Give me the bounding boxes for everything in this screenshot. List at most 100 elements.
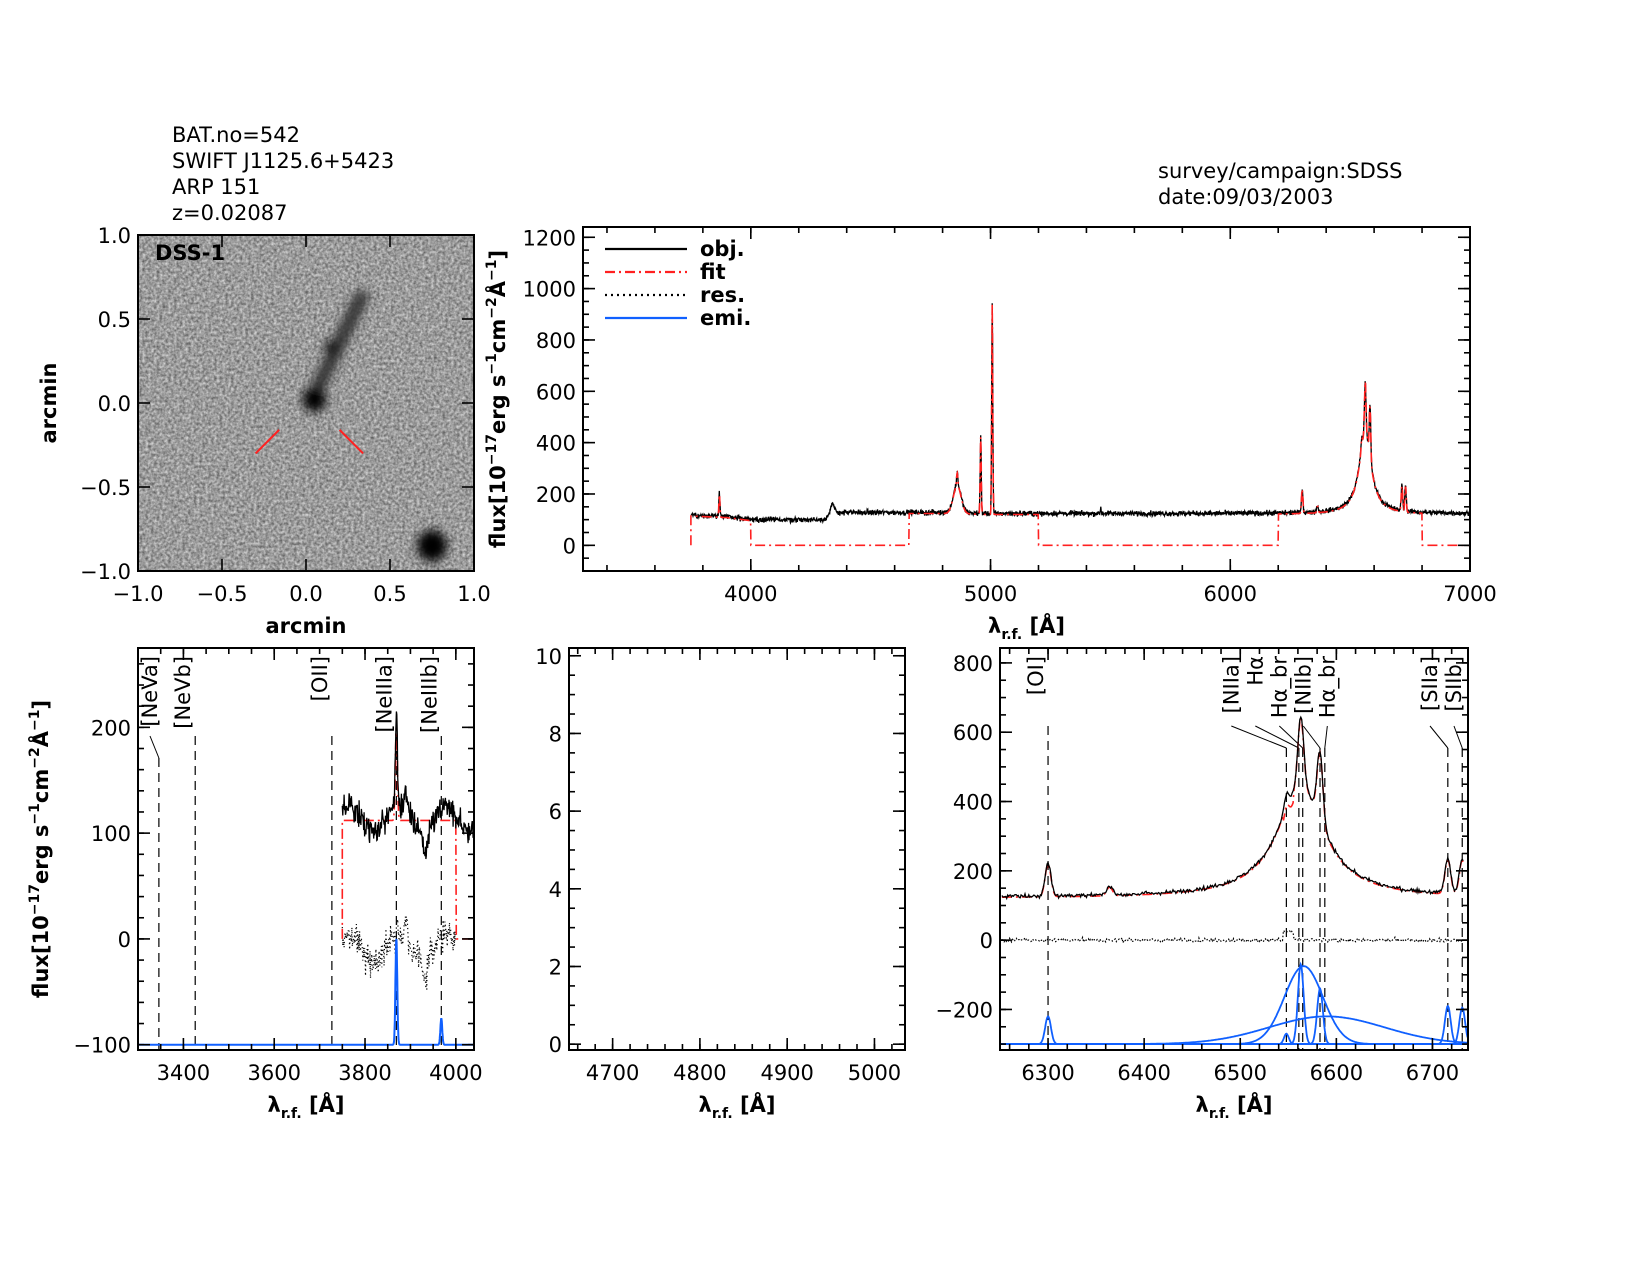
x-tick-label: 6300 — [1021, 1061, 1074, 1085]
x-axis-label-unit: [Å] — [1022, 613, 1065, 638]
x-axis-label-unit: [Å] — [1230, 1092, 1273, 1117]
hbeta-oiii-panel: 4700 4800 4900 5000 0 2 4 6 8 10 λr.f. [Å] — [535, 645, 906, 1122]
galaxy-group — [302, 290, 448, 562]
x-tick-label: 4800 — [673, 1061, 726, 1085]
emi-component-line — [1000, 1006, 1469, 1045]
y-tick-label: 600 — [953, 721, 993, 745]
x-tick-label: 0.5 — [373, 582, 406, 606]
emi-component-line — [1000, 1015, 1468, 1045]
y-axis-label: flux[10−17erg s−1cm−2Å−1] — [484, 250, 510, 548]
y-axis-label-exponent: −1 — [484, 259, 500, 280]
y-axis-label-part: erg s — [29, 825, 53, 884]
x-tick-label: 4000 — [429, 1061, 482, 1085]
y-tick-label: 6 — [549, 800, 562, 824]
y-tick-label: 0 — [980, 929, 993, 953]
y-tick-label: 200 — [91, 716, 131, 740]
fit-line — [1001, 717, 1464, 898]
emi-line — [138, 938, 474, 1046]
line-marker-leader — [1429, 725, 1449, 749]
x-tick-label: 4900 — [760, 1061, 813, 1085]
y-tick-label: −0.5 — [80, 476, 131, 500]
y-tick-label: 600 — [536, 380, 576, 404]
line-marker-leader — [1231, 725, 1287, 749]
line-marker-leader — [1255, 725, 1300, 749]
y-axis-label: arcmin — [37, 362, 61, 443]
line-marker-leader — [1324, 725, 1328, 749]
line-marker-label: [SIIb] — [1442, 656, 1466, 711]
x-tick-label: 6000 — [1204, 582, 1257, 606]
y-tick-label: 200 — [536, 483, 576, 507]
line-marker-label: [OII] — [308, 656, 332, 701]
x-axis-label: λr.f. [Å] — [1196, 1092, 1273, 1122]
y-tick-label: −1.0 — [80, 560, 131, 584]
x-axis-label-symbol: λ — [699, 1093, 712, 1117]
x-axis-label-subscript: r.f. — [1209, 1106, 1230, 1122]
x-tick-label: 6400 — [1117, 1061, 1170, 1085]
dss-image-panel: DSS-1 −1.0 −0.5 0.0 0.5 1.0 −1.0 −0.5 0.0 0.5 1.0 a… — [37, 224, 491, 638]
line-marker-leader — [1302, 725, 1321, 749]
x-tick-label: 7000 — [1443, 582, 1496, 606]
y-axis-label-part: Å — [485, 280, 510, 297]
y-tick-label: 200 — [953, 860, 993, 884]
source-blob — [324, 340, 338, 355]
target-marker — [254, 429, 280, 455]
y-tick-label: −100 — [73, 1034, 131, 1058]
y-axis-label-exponent: −1 — [27, 709, 43, 730]
plot-frame — [999, 647, 1469, 1051]
dss-image — [138, 235, 474, 571]
y-tick-label: 8 — [549, 722, 562, 746]
x-tick-label: 5000 — [848, 1061, 901, 1085]
redshift: z=0.02087 — [172, 201, 288, 225]
survey-label: survey/campaign:SDSS — [1158, 159, 1403, 183]
source-blob — [416, 529, 448, 562]
target-marker — [338, 429, 364, 455]
fit-spectrum-line — [690, 303, 1470, 547]
obj-line — [1001, 715, 1464, 901]
y-axis-label-part: ] — [29, 700, 53, 710]
y-axis-label-part: cm — [29, 769, 53, 803]
line-marker-label: [NeIIIa] — [372, 656, 396, 732]
y-axis-label-part: flux[10 — [29, 915, 53, 998]
y-axis-label-exponent: −17 — [484, 434, 500, 465]
y-tick-label: 400 — [536, 432, 576, 456]
y-tick-label: 800 — [953, 652, 993, 676]
y-axis-label: flux[10−17erg s−1cm−2Å−1] — [27, 700, 53, 998]
line-marker-label: [NeVa] — [138, 656, 162, 727]
obj-spectrum-line — [690, 303, 1471, 526]
x-axis-label: λr.f. [Å] — [988, 613, 1065, 643]
object-info: BAT.no=542 SWIFT J1125.6+5423 ARP 151 z=… — [172, 122, 394, 226]
x-axis-label-subscript: r.f. — [1001, 627, 1022, 643]
y-axis-label-part: ] — [486, 250, 510, 260]
legend-label: fit — [700, 260, 726, 284]
residual-line — [341, 916, 457, 992]
line-marker-label: [NeIIIb] — [417, 656, 441, 733]
x-tick-label: −0.5 — [197, 582, 248, 606]
x-tick-label: 4700 — [586, 1061, 639, 1085]
x-tick-label: 3800 — [338, 1061, 391, 1085]
obj-line — [341, 711, 475, 860]
x-axis-label-symbol: λ — [268, 1093, 281, 1117]
x-axis-label-symbol: λ — [988, 614, 1001, 638]
emi-component-line — [1000, 1032, 1468, 1045]
y-axis-label-part: cm — [486, 319, 510, 353]
line-marker-label: Hα — [1243, 656, 1267, 686]
x-tick-label: 3400 — [157, 1061, 210, 1085]
plot-frame — [568, 647, 906, 1051]
x-axis-label-unit: [Å] — [302, 1092, 345, 1117]
x-tick-label: 5000 — [964, 582, 1017, 606]
legend-label: res. — [700, 283, 745, 307]
residual-line — [1001, 929, 1464, 946]
y-axis-label-exponent: −17 — [27, 884, 43, 915]
line-marker-label: Hα_br — [1315, 656, 1340, 718]
y-tick-label: 0.5 — [98, 308, 131, 332]
x-tick-label: 1.0 — [457, 582, 490, 606]
line-marker-label: Hα_br — [1267, 656, 1292, 718]
tidal-tail — [307, 290, 369, 402]
x-tick-label: 0.0 — [289, 582, 322, 606]
line-marker-label: [NIIa] — [1219, 656, 1243, 713]
line-marker-leader — [1453, 725, 1463, 749]
y-tick-label: 10 — [535, 645, 562, 669]
legend-label: emi. — [700, 306, 751, 330]
fit-line — [341, 725, 474, 940]
emi-component-line — [1000, 961, 1468, 1045]
